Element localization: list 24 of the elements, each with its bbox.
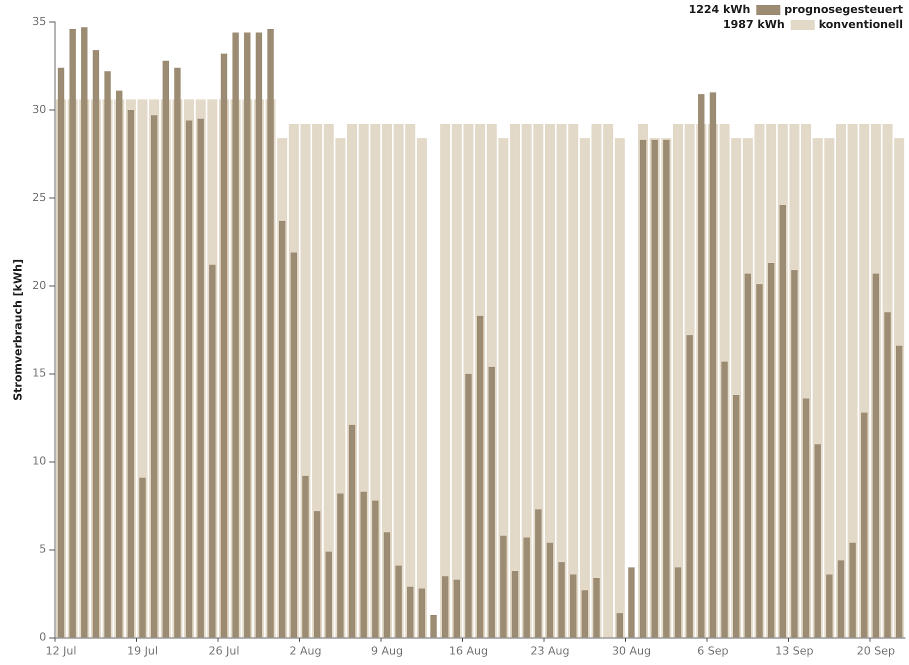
x-tick-label: 30 Aug bbox=[612, 644, 651, 658]
x-tick-label: 2 Aug bbox=[289, 644, 322, 658]
y-tick-label: 15 bbox=[32, 366, 46, 380]
y-tick-label: 5 bbox=[39, 542, 46, 556]
y-tick-label: 35 bbox=[32, 14, 46, 28]
x-tick-label: 20 Sep bbox=[856, 644, 896, 658]
x-tick-label: 26 Jul bbox=[208, 644, 240, 658]
legend-label: prognosegesteuert bbox=[784, 2, 903, 16]
text: 1224 kWh bbox=[688, 2, 750, 16]
legend-label: konventionell bbox=[818, 18, 904, 31]
y-tick-label: 30 bbox=[32, 102, 46, 116]
x-tick-label: 6 Sep bbox=[697, 644, 729, 658]
x-tick-label: 9 Aug bbox=[370, 644, 403, 658]
x-tick-label: 23 Aug bbox=[530, 644, 570, 658]
y-tick-label: 0 bbox=[39, 630, 46, 644]
x-tick-label: 16 Aug bbox=[448, 644, 488, 658]
y-axis-title: Stromverbrauch [kWh] bbox=[11, 259, 24, 401]
x-tick-label: 19 Jul bbox=[127, 644, 158, 658]
y-tick-label: 10 bbox=[32, 454, 46, 468]
y-tick-label: 20 bbox=[32, 278, 46, 292]
y-tick-label: 25 bbox=[32, 190, 46, 204]
x-tick-label: 13 Sep bbox=[775, 644, 814, 658]
annotation: 1987 kWh bbox=[722, 18, 785, 31]
x-tick-label: 12 Jul bbox=[46, 644, 76, 658]
